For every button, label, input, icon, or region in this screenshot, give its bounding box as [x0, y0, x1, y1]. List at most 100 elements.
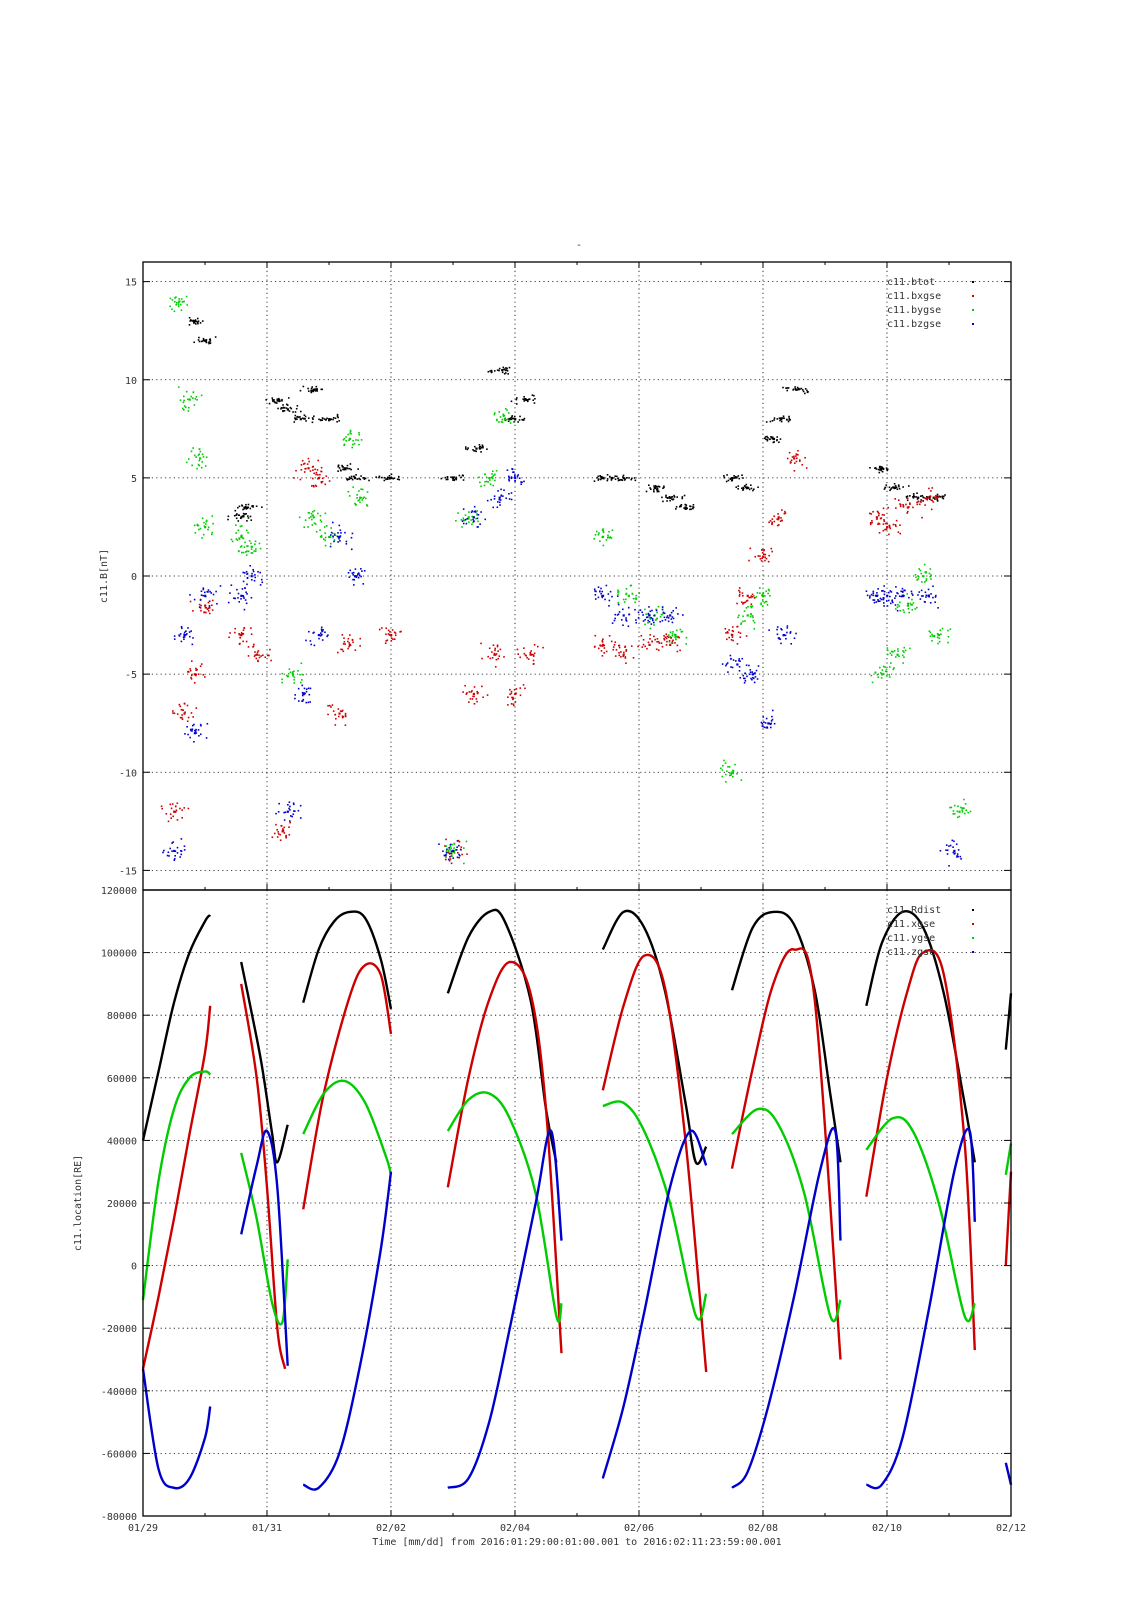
data-point — [339, 469, 342, 471]
data-point — [280, 408, 282, 410]
data-point — [254, 574, 256, 576]
data-point — [735, 486, 738, 489]
data-point — [506, 418, 509, 421]
data-point — [648, 484, 650, 487]
data-point — [642, 643, 645, 646]
data-point — [624, 646, 626, 648]
data-point — [201, 453, 204, 456]
data-point — [390, 633, 393, 637]
data-point — [671, 495, 674, 498]
data-point — [346, 464, 349, 467]
data-point — [299, 673, 301, 676]
data-point — [597, 475, 600, 478]
data-point — [360, 575, 362, 578]
data-point — [305, 701, 308, 704]
data-point — [274, 401, 277, 404]
data-point — [865, 590, 868, 593]
data-point — [359, 501, 361, 504]
data-point — [631, 593, 634, 595]
data-point — [268, 402, 271, 405]
data-point — [294, 697, 296, 700]
data-point — [238, 514, 241, 517]
data-point — [297, 809, 300, 812]
data-point — [909, 602, 912, 605]
data-point — [286, 810, 289, 813]
data-point — [349, 463, 352, 465]
data-point — [470, 519, 472, 521]
data-point — [889, 527, 892, 530]
data-point — [463, 862, 465, 865]
data-point — [930, 490, 932, 492]
data-point — [749, 669, 752, 671]
data-point — [617, 613, 620, 615]
data-point — [340, 648, 342, 651]
data-point — [515, 692, 517, 695]
data-point — [746, 675, 748, 678]
data-point — [725, 663, 728, 666]
data-point — [303, 692, 306, 694]
data-point — [921, 516, 923, 519]
data-point — [885, 484, 888, 486]
data-point — [281, 398, 283, 401]
data-point — [746, 487, 748, 490]
data-point — [762, 725, 764, 728]
data-point — [734, 763, 736, 766]
data-point — [502, 366, 505, 369]
data-point — [507, 373, 509, 375]
data-point — [397, 475, 400, 478]
data-point — [277, 833, 280, 835]
data-point — [312, 514, 314, 517]
data-point — [207, 610, 210, 612]
data-point — [490, 371, 493, 374]
data-point — [328, 419, 330, 422]
data-point — [509, 422, 512, 424]
data-point — [675, 506, 678, 508]
data-point — [677, 635, 680, 638]
data-point — [200, 466, 203, 469]
data-point — [288, 807, 290, 810]
data-point — [320, 626, 323, 629]
data-point — [731, 636, 734, 638]
orbit-segment — [865, 910, 976, 1163]
data-point — [593, 480, 596, 482]
data-point — [315, 388, 317, 390]
data-point — [902, 590, 904, 593]
data-point — [663, 638, 666, 641]
data-point — [963, 812, 966, 815]
data-point — [759, 592, 761, 594]
data-point — [308, 460, 310, 463]
data-point — [920, 495, 922, 497]
data-point — [289, 809, 291, 811]
data-point — [494, 654, 497, 656]
data-point — [501, 421, 504, 423]
data-point — [171, 842, 173, 844]
data-point — [195, 673, 197, 676]
data-point — [392, 477, 395, 480]
data-point — [207, 607, 210, 610]
data-point — [498, 498, 501, 501]
data-point — [767, 436, 769, 439]
data-point — [524, 398, 526, 400]
data-point — [312, 465, 314, 468]
data-point — [179, 807, 181, 810]
data-point — [596, 477, 598, 479]
data-point — [304, 418, 306, 420]
data-point — [393, 638, 396, 640]
data-point — [457, 839, 460, 842]
data-point — [761, 605, 764, 607]
data-point — [285, 835, 287, 838]
data-point — [312, 516, 315, 519]
data-point — [173, 857, 176, 860]
data-point — [639, 609, 642, 611]
data-point — [219, 585, 222, 587]
data-point — [905, 495, 908, 498]
data-point — [386, 476, 389, 479]
legend-mark-c11.ygse — [972, 937, 974, 939]
data-point — [525, 399, 527, 402]
data-point — [301, 694, 304, 697]
data-point — [937, 496, 940, 498]
data-point — [777, 517, 780, 520]
data-point — [907, 602, 910, 605]
data-point — [897, 499, 900, 502]
data-point — [317, 477, 319, 480]
